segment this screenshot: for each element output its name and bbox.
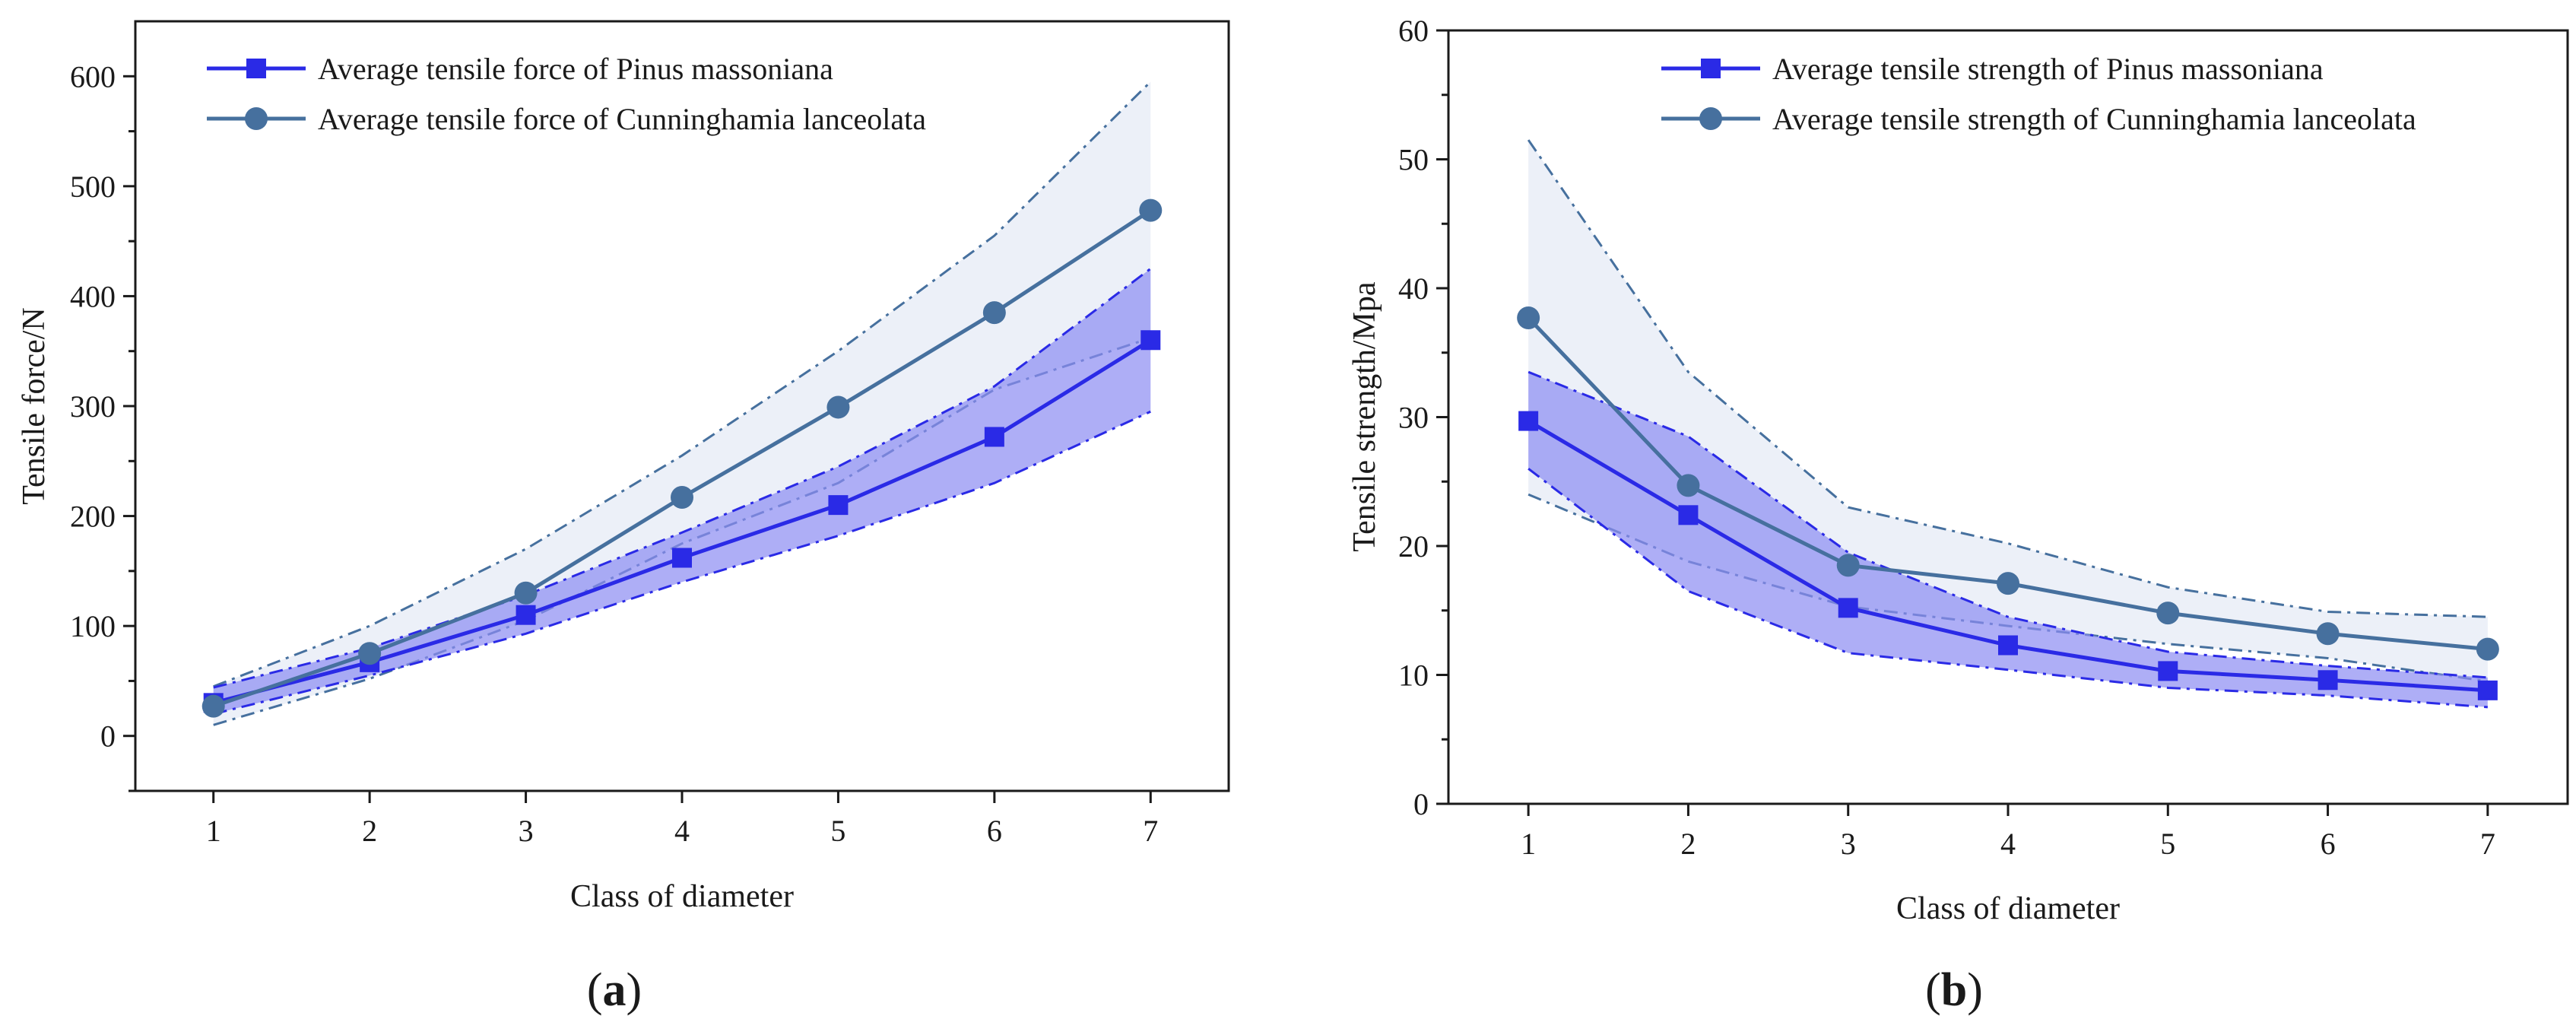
data-point-cunninghamia [358,642,382,665]
legend-swatch-marker [1701,59,1721,78]
data-point-cunninghamia [671,485,693,509]
y-tick-label: 400 [70,279,116,313]
markers-layer [1517,306,2499,700]
x-tick-label: 4 [2000,827,2016,861]
legend-entry-cunninghamia: Average tensile force of Cunninghamia la… [318,102,926,136]
y-tick-labels: 0 100 200 300 400 500 600 [70,59,116,753]
y-tick-label: 200 [70,500,116,534]
data-point-cunninghamia [2316,622,2340,646]
lower-bound-line-pinus [213,410,1151,716]
data-point-cunninghamia [982,301,1006,325]
legend: Average tensile strength of Pinus masson… [1661,52,2416,136]
legend-entry-pinus: Average tensile strength of Pinus masson… [1772,52,2324,86]
bands-layer [213,81,1152,726]
x-tick-label: 5 [830,814,845,848]
data-point-cunninghamia [2476,637,2499,661]
bands-layer [1527,139,2489,709]
data-point-cunninghamia [514,581,538,605]
y-tick-label: 20 [1398,529,1429,564]
x-tick-label: 6 [987,814,1002,848]
data-point-cunninghamia [2156,602,2180,625]
data-point-cunninghamia [1139,198,1163,222]
data-point-cunninghamia [1836,554,1860,577]
axis-ticks [123,75,1152,803]
legend: Average tensile force of Pinus massonian… [207,52,926,136]
data-point-pinus [2158,661,2178,681]
data-point-cunninghamia [1997,572,2019,595]
y-tick-label: 10 [1398,659,1429,693]
upper-bound-line-cunninghamia [213,81,1152,688]
markers-layer [201,198,1163,718]
data-point-pinus [984,427,1004,447]
x-tick-label: 2 [362,814,377,848]
y-tick-label: 600 [70,59,116,94]
panel-label-a: (a) [587,964,642,1016]
x-tick-labels: 1 2 3 4 5 6 7 [206,814,1159,848]
x-tick-label: 7 [2480,827,2495,861]
y-tick-labels: 0 10 20 30 40 50 60 [1398,14,1429,821]
y-tick-label: 60 [1398,14,1429,48]
y-axis-title: Tensile strength/Mpa [1347,281,1382,552]
x-tick-label: 1 [206,814,221,848]
legend-entry-cunninghamia: Average tensile strength of Cunninghamia… [1772,102,2416,136]
confidence-band-pinus [213,268,1151,714]
x-tick-label: 3 [519,814,534,848]
panel-label-b: (b) [1925,964,1983,1016]
data-point-pinus [1678,505,1699,525]
x-tick-label: 4 [674,814,690,848]
confidence-band-cunninghamia [1528,140,2488,681]
axis-ticks [1436,29,2489,816]
x-tick-label: 5 [2160,827,2175,861]
x-tick-label: 7 [1143,814,1158,848]
legend-swatch-marker [245,107,268,130]
data-point-pinus [828,495,849,516]
lower-bound-line-pinus [1528,468,2488,709]
chart-panel-a: 1 2 3 4 5 6 7 0 100 200 300 400 500 600 Class of dia… [17,20,1230,1016]
x-axis-title: Class of diameter [570,879,794,914]
x-tick-label: 6 [2321,827,2336,861]
upper-bound-line-cunninghamia [1527,139,2488,618]
y-axis-title: Tensile force/N [17,307,52,504]
data-point-cunninghamia [1677,474,1700,497]
y-tick-label: 100 [70,609,116,643]
x-tick-label: 2 [1680,827,1696,861]
y-tick-label: 500 [70,170,116,204]
y-tick-label: 0 [100,719,116,754]
data-point-pinus [2477,680,2498,700]
x-axis-title: Class of diameter [1896,891,2120,926]
upper-bound-line-pinus [1528,370,2488,679]
legend-swatch-marker [1699,107,1722,130]
legend-swatch-marker [246,59,266,78]
data-point-cunninghamia [201,694,225,718]
y-tick-label: 0 [1413,787,1429,821]
y-tick-label: 30 [1398,401,1429,435]
x-tick-labels: 1 2 3 4 5 6 7 [1521,827,2495,861]
legend-entry-pinus: Average tensile force of Pinus massonian… [318,52,833,86]
data-point-cunninghamia [1517,306,1540,329]
data-point-pinus [672,548,692,568]
data-point-pinus [2317,670,2338,691]
data-point-cunninghamia [826,395,850,419]
x-tick-label: 1 [1521,827,1536,861]
data-point-pinus [1838,598,1858,618]
data-point-pinus [516,605,536,625]
data-point-pinus [1140,330,1161,351]
x-tick-label: 3 [1841,827,1856,861]
y-tick-label: 40 [1398,271,1429,306]
data-point-pinus [1518,411,1539,431]
upper-bound-line-pinus [213,268,1152,689]
data-point-pinus [1998,635,2018,656]
y-tick-label: 50 [1398,143,1429,177]
y-tick-label: 300 [70,389,116,424]
